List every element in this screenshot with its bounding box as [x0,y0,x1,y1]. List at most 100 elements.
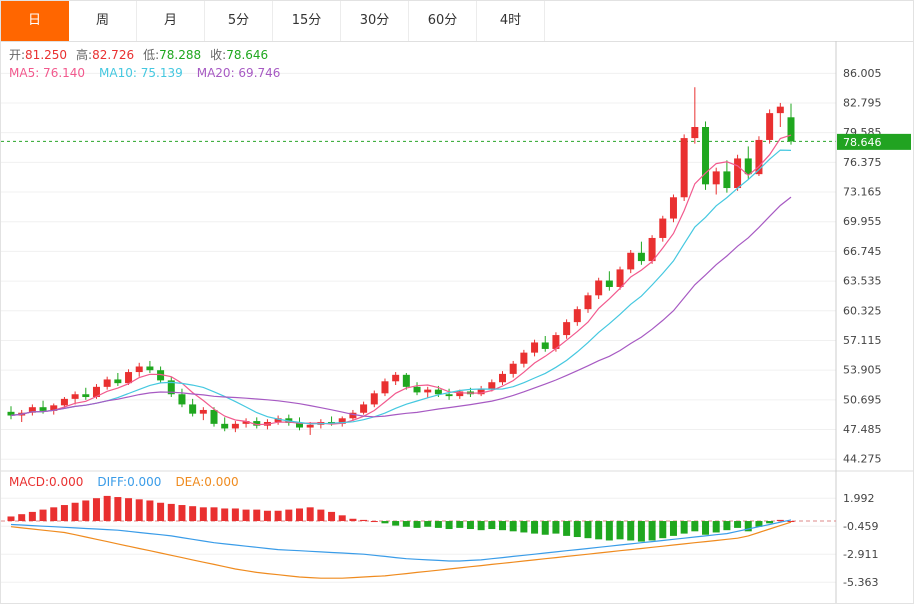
macd-bar [50,507,58,522]
candle-body [691,127,699,139]
candle-body [477,388,485,395]
candle-body [295,422,303,428]
macd-histogram [7,495,795,542]
candle-body [114,379,122,384]
kline-chart[interactable]: 86.00582.79579.58576.37573.16569.95566.7… [1,41,914,604]
price-tick-label: 60.325 [843,304,882,317]
macd-legend: MACD:0.000 DIFF:0.000 DEA:0.000 [9,474,239,490]
interval-tab-5分[interactable]: 5分 [205,1,273,41]
diff-line [10,519,792,562]
macd-bar [381,521,389,524]
candle-body [744,158,752,175]
macd-bar [787,521,795,523]
macd-bar [531,521,539,534]
macd-bar [424,521,432,527]
macd-bar [82,500,90,522]
price-tick-label: 82.795 [843,97,882,110]
candle-body [135,366,143,373]
candle-body [573,309,581,323]
candle-body [637,252,645,262]
macd-bar [167,503,175,522]
interval-tab-4时[interactable]: 4时 [477,1,545,41]
macd-bar [541,521,549,535]
candle-body [338,418,346,424]
interval-tab-30分[interactable]: 30分 [341,1,409,41]
candle-body [499,373,507,383]
candle-body [595,280,603,296]
interval-tab-日[interactable]: 日 [1,1,69,41]
ma-legend: MA5: 76.140 MA10: 75.139 MA20: 69.746 [9,65,280,81]
candle-body [167,380,175,395]
candle-body [178,394,186,405]
interval-tab-周[interactable]: 周 [69,1,137,41]
price-marker-label: 78.646 [843,136,882,149]
candle-body [92,386,100,398]
open-value: 81.250 [25,48,68,62]
macd-bar [702,521,710,535]
macd-tick-label: -5.363 [843,576,878,589]
price-tick-label: 69.955 [843,215,882,228]
candle-body [370,393,378,405]
candle-body [787,117,795,142]
high-label: 高: [76,48,93,62]
macd-bar [669,521,677,536]
price-marker-badge [837,133,911,150]
macd-bar [648,521,656,541]
macd-bar [7,516,15,522]
candle-body [103,379,111,387]
macd-bar [92,498,100,522]
price-tick-label: 76.375 [843,156,882,169]
macd-bar [71,502,79,522]
dea-line [10,521,792,579]
ma10-value: MA10: 75.139 [99,66,183,80]
macd-bar [776,519,784,522]
macd-bar [210,507,218,522]
candle-body [605,280,613,287]
low-value: 78.288 [159,48,202,62]
candle-body [552,335,560,349]
macd-bar [157,502,165,522]
interval-tab-月[interactable]: 月 [137,1,205,41]
candle-body [413,386,421,393]
macd-bar [285,509,293,522]
candle-body [349,412,357,419]
candle-body [360,404,368,413]
candle-body [71,394,79,399]
candle-body [456,391,464,397]
candle-body [60,398,68,406]
macd-bar [563,521,571,536]
macd-bar [242,509,250,522]
macd-bar [317,509,325,522]
ma5-value: MA5: 76.140 [9,66,86,80]
interval-tab-15分[interactable]: 15分 [273,1,341,41]
candle-body [702,127,710,185]
macd-bar [637,521,645,542]
candle-body [392,374,400,382]
candle-body [210,409,218,424]
macd-bar [39,509,47,522]
macd-bar [402,521,410,527]
candle-body [680,138,688,198]
candle-body [616,269,624,287]
candle-body [712,171,720,185]
interval-tab-60分[interactable]: 60分 [409,1,477,41]
macd-bar [659,521,667,539]
candle-body [627,252,635,270]
macd-bar [499,521,507,531]
macd-bar [734,521,742,528]
candle-body [584,295,592,310]
candle-body [39,407,47,411]
candle-body [488,382,496,389]
candle-body [402,374,410,387]
ohlc-legend: 开:81.250 高:82.726 低:78.288 收:78.646 [9,47,277,63]
price-tick-label: 66.745 [843,245,882,258]
candle-body [242,421,250,424]
ma20-value: MA20: 69.746 [196,66,281,80]
macd-value: MACD:0.000 [9,475,84,489]
candle-body [221,423,229,429]
macd-bar [573,521,581,538]
close-value: 78.646 [226,48,269,62]
macd-bar [338,515,346,522]
price-tick-label: 57.115 [843,334,882,347]
